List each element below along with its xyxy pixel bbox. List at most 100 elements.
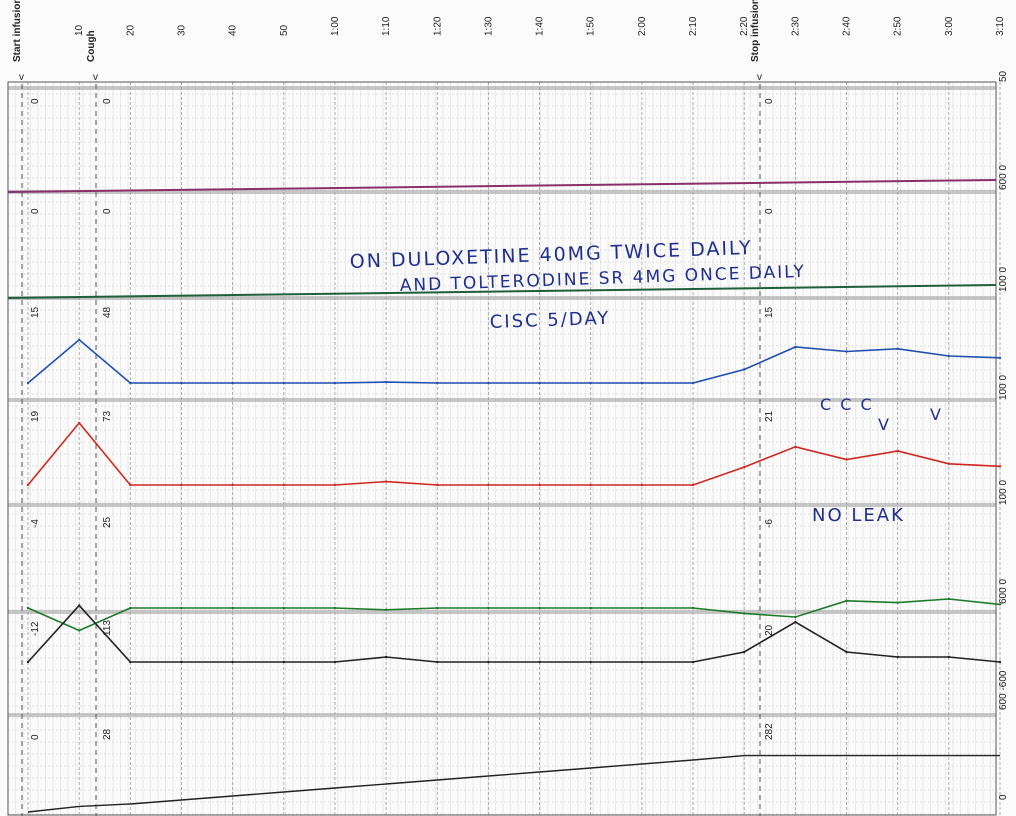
trace-red-point	[487, 483, 490, 487]
trace-red-point	[794, 445, 797, 448]
trace-blue-point	[436, 381, 439, 385]
channel-separator	[8, 296, 996, 300]
channel-label-ch6: 113	[102, 620, 113, 636]
channel-label-ch4: 19	[30, 410, 41, 422]
right-scale-label: 600 0	[998, 579, 1009, 604]
trace-green-point	[691, 606, 695, 610]
annotation-v1: V	[878, 415, 891, 434]
trace-red-point	[436, 483, 439, 487]
channel-label-ch3: 15	[30, 306, 41, 318]
trace-red-point	[26, 483, 30, 487]
time-axis-ticks: 10 20 30 40 50 1:00 1:10 1:20 1:30 1:40 1:50 2:00 2:…	[74, 16, 1006, 36]
channel-label-ch3: 15	[764, 306, 775, 318]
trace-blue-point	[691, 381, 695, 385]
trace-black-point	[487, 660, 490, 664]
time-tick-label: 2:40	[842, 16, 853, 36]
annotation-no-leak: NO LEAK	[812, 505, 905, 526]
channel-separator	[8, 713, 996, 717]
trace-blue-point	[998, 356, 1002, 359]
trace-green-point	[487, 606, 490, 610]
trace-green-point	[794, 615, 797, 619]
trace-green-point	[231, 606, 234, 610]
right-scale-label: 600 -600	[998, 670, 1009, 710]
time-tick-label: 1:40	[535, 16, 546, 36]
trace-green-point	[896, 601, 899, 604]
trace-green-point	[282, 606, 285, 610]
trace-black-point	[743, 650, 746, 654]
trace-green-point	[78, 629, 81, 632]
trace-blue-point	[640, 381, 644, 385]
time-tick-label: 30	[176, 24, 187, 36]
time-tick-label: 50	[279, 24, 290, 36]
reference-line-flow	[7, 284, 997, 299]
right-scale-label: 50	[998, 70, 1009, 82]
trace-blue-point	[231, 381, 234, 385]
reference-line-pdet	[7, 179, 997, 193]
trace-blue-point	[947, 354, 950, 358]
event-stop-infusion-marker: v	[757, 72, 762, 83]
channel-label-ch5: 25	[102, 516, 113, 528]
trace-red-point	[129, 483, 132, 487]
event-start-infusion-marker: v	[19, 72, 24, 83]
right-scale-label: 600 0	[998, 165, 1009, 190]
trace-green-point	[998, 603, 1002, 606]
trace-red-point	[384, 480, 388, 483]
trace-red-point	[538, 483, 541, 487]
trace-red-point	[640, 483, 644, 487]
channel-label-ch7: 282	[764, 723, 775, 740]
trace-blue-point	[487, 381, 490, 385]
trace-blue-point	[794, 345, 797, 349]
channel-label-ch5: -4	[30, 519, 41, 528]
time-tick-label: 2:30	[790, 16, 801, 36]
trace-black-point	[78, 604, 81, 607]
trace-black-point	[947, 655, 950, 659]
trace-black-point	[896, 655, 899, 659]
right-scale-label: 100 0	[998, 375, 1009, 400]
channel-label-ch7: 0	[30, 734, 41, 740]
trace-red-point	[180, 483, 183, 487]
trace-lines	[7, 179, 1002, 813]
trace-black-point	[640, 660, 644, 664]
right-scale-labels: 50 600 0 100 0 100 0 100 0 600 0 600 -600 0	[998, 70, 1009, 800]
annotation-v2: V	[930, 405, 943, 424]
trace-black-point	[794, 620, 797, 624]
trace-black-point	[538, 660, 541, 664]
channel-separator	[8, 503, 996, 507]
trace-blue-point	[845, 350, 848, 353]
channel-label-ch2: 0	[30, 208, 41, 214]
trace-blue-point	[538, 381, 541, 385]
trace-red	[27, 421, 1001, 486]
channel-label-ch6: -12	[30, 621, 41, 636]
time-tick-label: 3:00	[944, 16, 955, 36]
time-tick-label: 1:30	[483, 16, 494, 36]
channel-separator	[8, 610, 996, 614]
trace-black-point	[436, 660, 439, 664]
trace-red-point	[896, 449, 899, 453]
event-start-infusion: Start infusion	[12, 0, 23, 62]
time-tick-label: 1:10	[381, 16, 392, 36]
trace-volume	[27, 754, 1000, 813]
trace-green-point	[947, 597, 950, 601]
event-markers: Start infusion v Cough v Stop infusion v	[12, 0, 762, 816]
trace-black-point	[129, 660, 132, 664]
trace-black-point	[26, 660, 30, 664]
trace-red-point	[947, 462, 950, 465]
annotation-coughs: C C C	[820, 395, 874, 414]
time-tick-label: 40	[228, 24, 239, 36]
trace-red-point	[845, 458, 848, 461]
trace-blue-point	[743, 368, 746, 371]
trace-green-point	[333, 606, 337, 610]
trace-green-point	[743, 612, 746, 615]
trace-green	[27, 598, 1001, 632]
trace-blue-point	[589, 381, 592, 385]
event-cough-marker: v	[93, 72, 98, 83]
trace-blue-point	[384, 380, 388, 384]
channel-label-ch1: 0	[30, 98, 41, 104]
channel-value-labels: 0 0 0 0 0 0 15 48 15 19 73 21 -4 25 -6 -12 113 20 0 28 282	[30, 98, 775, 740]
trace-red-point	[231, 483, 234, 487]
channel-label-ch6: 20	[764, 624, 775, 636]
trace-blue-point	[26, 381, 30, 385]
trace-green-point	[589, 606, 592, 610]
trace-blue-point	[78, 338, 81, 341]
